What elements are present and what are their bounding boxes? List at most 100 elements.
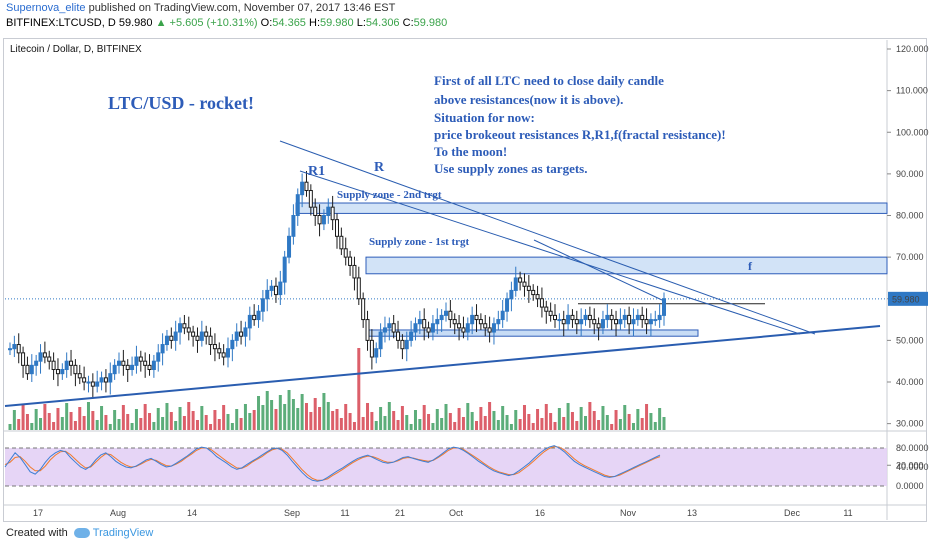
candle-body [531,289,536,296]
candle-body [343,248,348,258]
candle-body [448,310,453,321]
candle-body [526,285,531,291]
volume-bar [30,423,34,430]
candle-body [226,348,230,358]
volume-bar [440,418,444,430]
candle-body [609,314,614,321]
volume-bar [47,413,51,430]
candle-body [265,289,270,300]
volume-bar [95,420,99,430]
volume-bar [662,417,666,430]
candle-body [164,335,169,346]
volume-bar [610,424,614,430]
candle-body [287,235,292,258]
volume-bar [549,413,553,430]
volume-bar [139,418,143,430]
candle-body [278,281,283,296]
candle-body [622,314,627,321]
volume-bar [130,423,134,430]
volume-bar [453,422,457,430]
candle-body [518,277,523,283]
volume-bar [56,408,60,430]
candle-body [291,215,296,237]
candle-body [369,339,374,358]
candle-body [435,319,440,325]
candle-body [60,369,65,375]
candle-body [108,373,113,383]
publisher-username[interactable]: Supernova_elite [6,2,86,14]
time-tick-label: Nov [620,508,637,518]
price-tick-label: 90.000 [896,169,924,179]
time-tick-label: Oct [449,508,464,518]
candle-body [178,323,183,333]
candle-body [396,331,401,341]
volume-bar [527,414,531,430]
candle-body [348,256,353,266]
volume-bar [457,408,461,430]
volume-bar [431,423,435,430]
candle-body [112,364,117,375]
price-tick-label: 70.000 [896,252,924,262]
tradingview-logo[interactable]: TradingView [73,527,153,539]
volume-bar [413,410,417,430]
volume-bar [370,412,374,430]
candle-body [417,319,422,325]
volume-bar [326,402,330,430]
candle-body [195,335,200,341]
candle-body [535,294,540,300]
candle-body [404,339,409,350]
candle-body [566,314,571,325]
volume-bar [104,415,108,430]
candle-body [269,285,274,291]
candle-body [483,323,488,329]
volume-bar [475,421,479,430]
candle-body [352,264,357,279]
candle-body [160,344,165,354]
ohlc-c-label: C: [402,17,414,29]
stoch-band [5,448,887,486]
candle-body [99,377,104,383]
volume-bar [91,411,95,430]
volume-bar [597,420,601,430]
volume-bar [400,406,404,430]
price-tick-label: 80.000 [896,211,924,221]
candle-body [439,314,444,321]
candle-body [308,190,313,208]
candle-body [138,356,143,362]
volume-bar [601,406,605,430]
candle-body [38,352,43,362]
volume-bar [575,421,579,430]
last-price-marker [888,291,928,306]
candle-body [330,206,335,221]
price-tick-label: 30.000 [896,419,924,429]
candle-body [42,352,47,358]
volume-bar [283,404,287,430]
candle-body [422,319,427,329]
note-line-4: price brokeout resistances R,R1,f(fracta… [434,127,726,142]
ohlc-l-label: L: [356,17,366,29]
candle-body [252,314,257,321]
candle-body [295,194,300,216]
time-tick-label: Dec [784,508,801,518]
minor-trendline [533,239,663,301]
time-tick-label: 17 [33,508,43,518]
volume-bar [39,418,43,430]
volume-bar [82,416,86,430]
candle-body [339,235,344,250]
candle-body [382,327,387,333]
volume-bar [396,420,400,430]
volume-bar [383,416,387,430]
candle-body [239,331,244,337]
candle-body [117,360,121,366]
candle-body [491,323,496,333]
candle-body [212,344,217,350]
footer: Created with TradingView [6,527,153,539]
candle-body [600,319,605,329]
volume-bar [165,403,169,430]
volume-bar [418,419,422,430]
candle-body [147,364,152,371]
candle-body [570,314,575,321]
volume-bar [405,415,409,430]
volume-bar [496,420,500,430]
